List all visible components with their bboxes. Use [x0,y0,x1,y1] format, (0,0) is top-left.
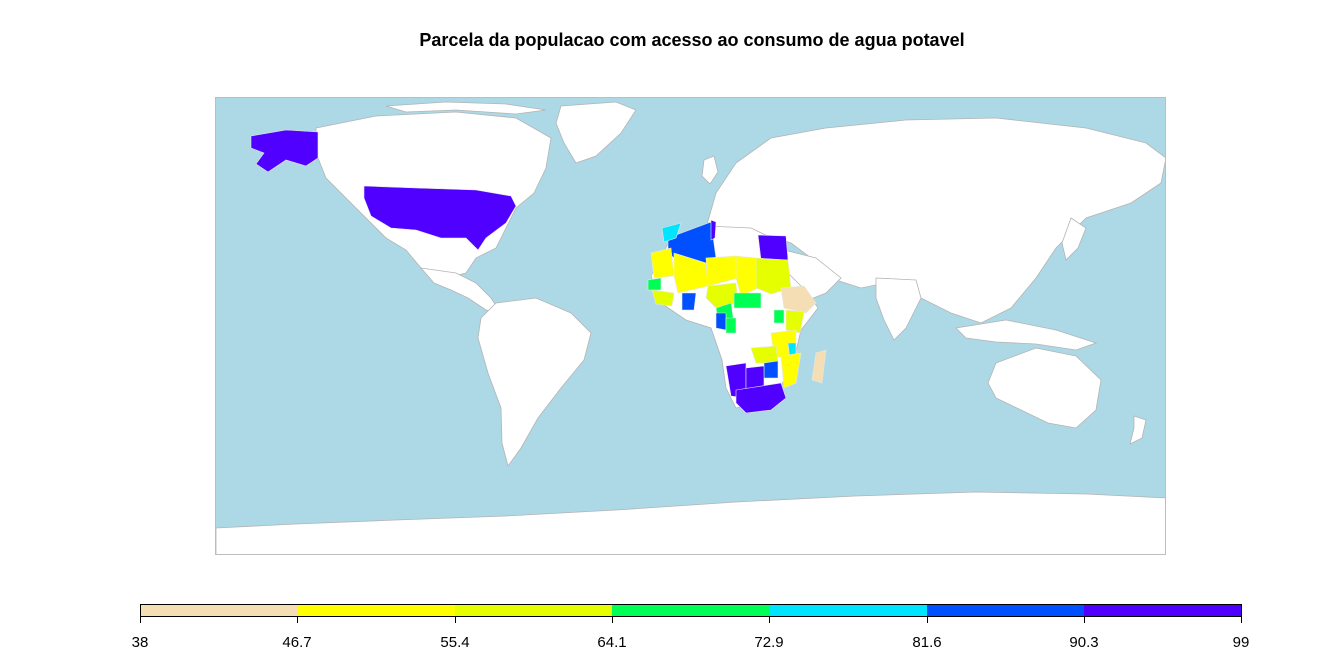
legend-tick-label: 99 [1232,634,1250,651]
legend-swatch [926,605,1084,616]
region-zimbabwe [763,360,779,379]
region-sudan [755,257,792,295]
australia [987,347,1102,429]
southeast-asia-islands [955,319,1098,351]
new-zealand [1129,415,1147,445]
map-title: Parcela da populacao com acesso ao consu… [419,30,965,50]
map-svg [216,101,1165,554]
legend-swatch [1083,605,1241,616]
region-zambia [750,345,779,364]
region-morocco [661,222,682,243]
legend-tick-label: 81.6 [912,634,942,651]
region-guinea [651,289,675,307]
british-isles [701,155,719,185]
region-south-africa [735,382,787,414]
region-mozambique [780,352,802,389]
region-mali [673,252,709,294]
legend-tick-label: 38 [131,634,149,651]
legend-tick [612,617,613,623]
region-congo [725,317,737,334]
region-central-african-republic [733,292,762,309]
legend-tick [455,617,456,623]
legend-tick [297,617,298,623]
legend-tick-label: 90.3 [1069,634,1099,651]
legend-tick-label: 64.1 [597,634,627,651]
region-tunisia [710,219,717,241]
region-united-states [363,185,517,251]
region-uganda [773,309,785,324]
legend-swatch [769,605,927,616]
japan [1061,217,1087,261]
legend-swatch [612,605,770,616]
legend-swatch [455,605,613,616]
region-gabon [715,312,727,331]
world-map [215,97,1166,555]
color-legend [140,604,1242,617]
legend-swatch [141,605,299,616]
greenland [555,101,637,164]
india [875,277,922,341]
region-senegal [647,277,662,291]
legend-tick [927,617,928,623]
legend-tick-label: 72.9 [754,634,784,651]
region-madagascar [811,349,827,384]
antarctica [216,491,1165,554]
region-ghana [681,292,697,311]
south-america [477,297,592,467]
region-ethiopia [780,285,817,314]
region-kenya [785,309,805,334]
region-chad [735,255,759,297]
legend-tick-label: 46.7 [282,634,312,651]
central-america [419,267,502,314]
legend-swatch [298,605,456,616]
legend-tick-label: 55.4 [440,634,470,651]
legend-tick [1241,617,1242,623]
legend-tick [140,617,141,623]
region-egypt [757,234,789,261]
legend-tick [1084,617,1085,623]
region-alaska [250,129,319,173]
legend-tick [769,617,770,623]
region-mauritania [650,247,675,279]
arctic-islands [385,101,547,115]
